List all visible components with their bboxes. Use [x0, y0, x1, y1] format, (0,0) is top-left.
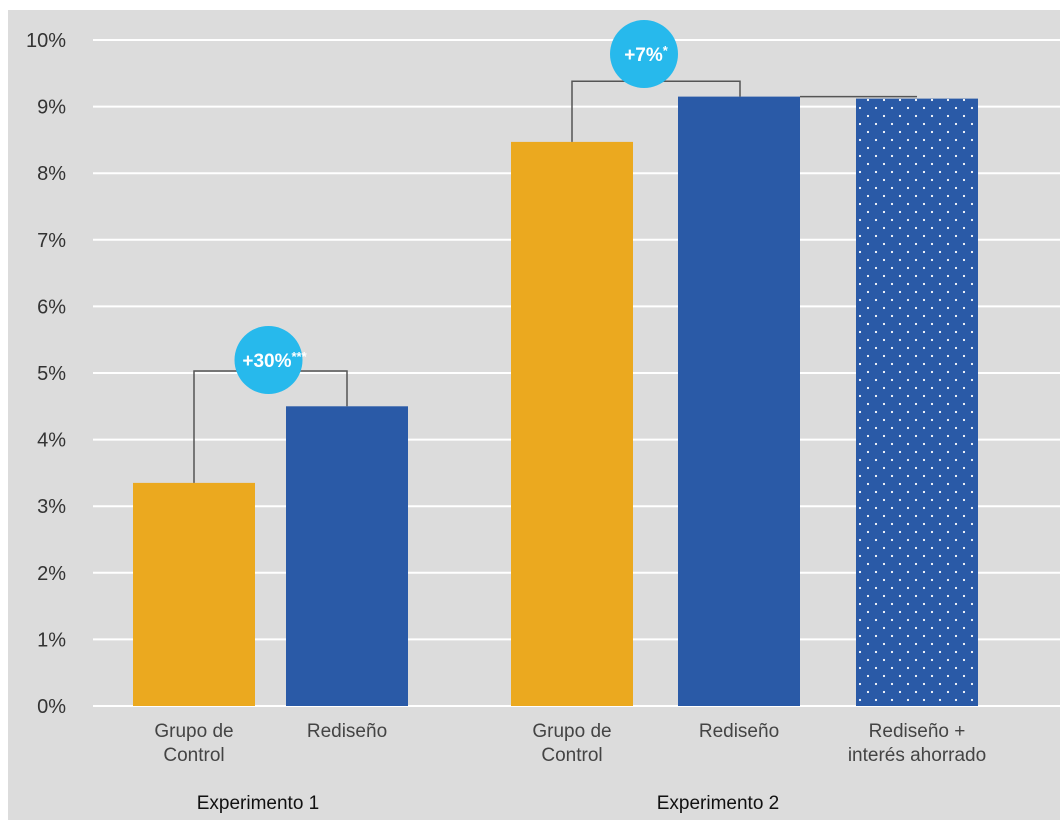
bar [133, 482, 255, 706]
y-tick-label: 9% [37, 97, 66, 119]
x-tick-label: Rediseño [699, 721, 779, 742]
x-tick-label: Grupo de [154, 721, 233, 742]
y-tick-label: 7% [37, 230, 66, 252]
x-tick-label: Grupo de [532, 721, 611, 742]
badge-label: +30%*** [242, 349, 307, 372]
group-label: Experimento 1 [197, 793, 320, 814]
y-tick-label: 8% [37, 163, 66, 185]
bars [133, 96, 978, 707]
group-label: Experimento 2 [657, 793, 780, 814]
bar [286, 406, 408, 706]
bar [678, 96, 800, 707]
y-tick-label: 1% [37, 629, 66, 651]
y-tick-label: 10% [26, 30, 66, 52]
annotations: +30%*** +7%* [193, 20, 917, 483]
x-tick-label: Rediseño [307, 721, 387, 742]
y-tick-label: 5% [37, 363, 66, 385]
y-tick-label: 0% [37, 696, 66, 718]
y-tick-label: 4% [37, 430, 66, 452]
bar [511, 141, 633, 706]
x-tick-label: Control [541, 745, 602, 766]
y-tick-label: 2% [37, 563, 66, 585]
x-tick-label: interés ahorrado [848, 745, 986, 766]
x-tick-label: Control [163, 745, 224, 766]
x-tick-label: Rediseño + [869, 721, 966, 742]
badge-label: +7%* [624, 43, 669, 66]
significance-badge [610, 20, 678, 88]
y-axis: 0% 1% 2% 3% 4% 5% 6% 7% 8% 9% 10% [26, 30, 66, 718]
bar [856, 98, 978, 706]
y-tick-label: 6% [37, 296, 66, 318]
x-axis-labels: Grupo de Control Rediseño Experimento 1 Grup… [154, 721, 986, 814]
significance-badge [234, 326, 303, 395]
y-tick-label: 3% [37, 496, 66, 518]
